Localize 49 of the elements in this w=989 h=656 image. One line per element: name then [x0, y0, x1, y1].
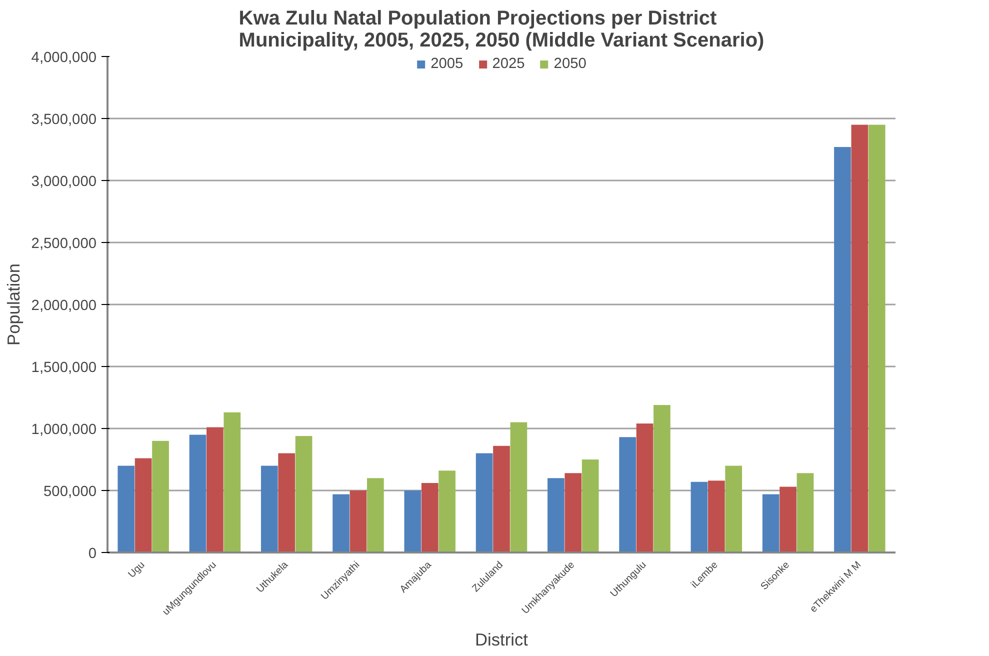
- chart-title: Kwa Zulu Natal Population Projections per District Municipality, 2005, 2025, 2050 (Middle Variant Scenario): [238, 8, 764, 52]
- bar: [206, 427, 224, 552]
- bar: [366, 478, 384, 552]
- bar: [636, 424, 654, 552]
- bar: [476, 453, 493, 552]
- y-tick-label: 2,000,000: [31, 298, 96, 314]
- bar: [421, 483, 438, 552]
- bar: [260, 466, 278, 552]
- bar: [278, 453, 296, 552]
- x-tick-label: Ugu: [126, 560, 148, 580]
- bar: [619, 437, 636, 552]
- bar: [708, 480, 725, 552]
- y-tick-label: 4,000,000: [31, 50, 96, 66]
- bar: [224, 412, 241, 552]
- legend-label: 2050: [554, 56, 586, 72]
- bar: [851, 124, 868, 552]
- bar: [295, 436, 312, 552]
- y-tick-label: 1,000,000: [31, 422, 96, 438]
- bar: [189, 434, 206, 552]
- y-tick-label: 0: [88, 546, 97, 562]
- bar: [725, 466, 742, 552]
- bar: [834, 147, 851, 552]
- bar: [762, 494, 780, 552]
- x-axis-title: District: [475, 630, 528, 650]
- bar: [438, 470, 456, 552]
- bar: [134, 458, 152, 552]
- y-tick-label: 3,000,000: [31, 174, 96, 190]
- y-tick-label: 3,500,000: [31, 112, 96, 128]
- y-axis-title: Population: [3, 264, 24, 346]
- bar: [332, 494, 350, 552]
- bar: [510, 422, 528, 552]
- y-tick-label: 2,500,000: [31, 236, 96, 252]
- bar: [868, 124, 886, 552]
- bar: [796, 473, 814, 552]
- y-tick-label: 1,500,000: [31, 360, 96, 376]
- bar: [582, 460, 599, 552]
- legend-label: 2025: [492, 56, 525, 72]
- bar: [152, 440, 169, 552]
- y-tick-label: 500,000: [44, 484, 97, 500]
- legend-label: 2005: [430, 56, 464, 72]
- bar: [350, 490, 367, 552]
- bar: [548, 478, 564, 552]
- bar: [118, 466, 135, 552]
- bar: [404, 490, 422, 552]
- bar: [690, 482, 708, 552]
- bar: [564, 473, 582, 552]
- bar: [780, 486, 796, 552]
- bar: [654, 404, 670, 552]
- bar: [493, 446, 510, 552]
